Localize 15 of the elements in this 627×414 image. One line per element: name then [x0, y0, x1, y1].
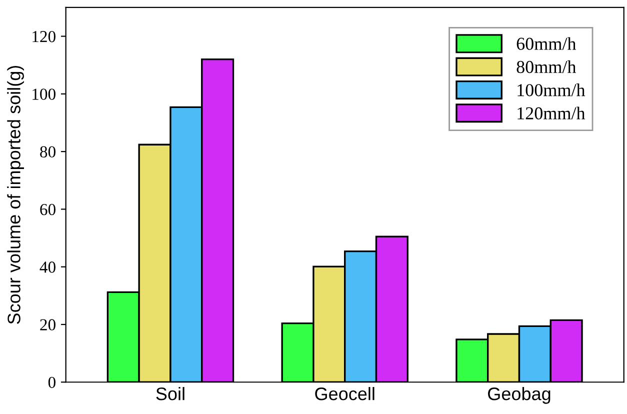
y-tick-label: 60 [40, 204, 56, 216]
y-tick-label: 40 [40, 262, 56, 273]
y-tick-label: 120 [32, 30, 56, 42]
legend-label: 120mm/h [518, 106, 586, 120]
y-axis-title: Scour volume of imported soil(g) [7, 66, 24, 324]
y-tick-label: 100 [32, 88, 56, 100]
y-tick-label: 0 [48, 376, 56, 388]
y-tick-label: 80 [40, 146, 56, 158]
x-tick-label: Geocell [315, 386, 374, 400]
x-tick-label: Geobag [488, 386, 550, 404]
legend-label: 80mm/h [516, 60, 576, 74]
legend-label: 60mm/h [516, 37, 576, 50]
x-tick-label: Soil [156, 386, 184, 400]
legend-label: 100mm/h [518, 84, 586, 96]
y-tick-label: 20 [40, 319, 56, 330]
